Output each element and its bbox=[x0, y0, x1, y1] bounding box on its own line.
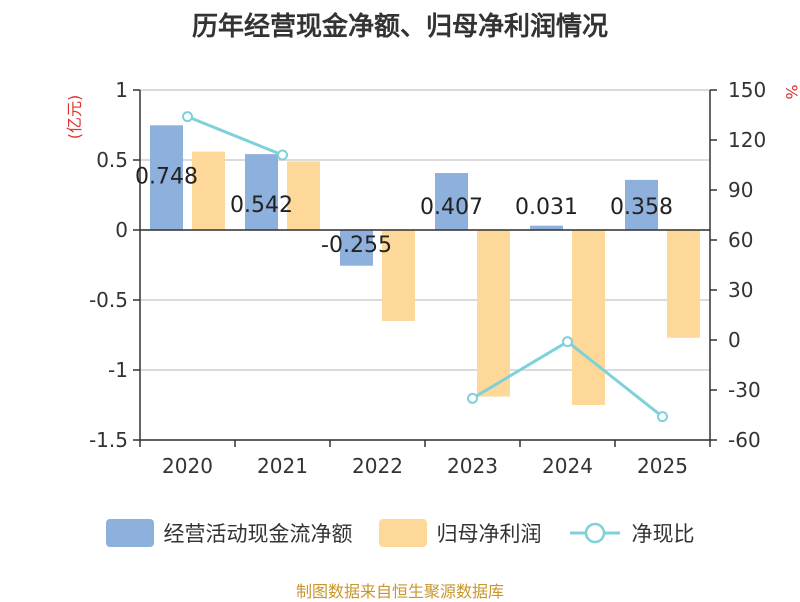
right-tick-label-3: 60 bbox=[728, 228, 753, 252]
x-label-2025: 2025 bbox=[637, 454, 688, 478]
left-tick-label-1: 0.5 bbox=[96, 148, 128, 172]
ratio-point-2024 bbox=[562, 336, 573, 348]
right-tick-label-5: 0 bbox=[728, 328, 741, 352]
x-label-2022: 2022 bbox=[352, 454, 403, 478]
chart-legend: 经营活动现金流净额 归母净利润 净现比 bbox=[0, 518, 800, 548]
bar-profit-2022 bbox=[382, 230, 415, 321]
bar-cashflow-2022 bbox=[340, 230, 373, 266]
x-label-2023: 2023 bbox=[447, 454, 498, 478]
legend-ratio-marker-icon bbox=[569, 522, 620, 544]
right-tick-label-2: 90 bbox=[728, 178, 753, 202]
data-label-cashflow-2020: 0.748 bbox=[135, 164, 198, 189]
bar-cashflow-2023 bbox=[435, 173, 468, 230]
data-source-note: 制图数据来自恒生聚源数据库 bbox=[295, 582, 504, 601]
ratio-point-2020 bbox=[182, 111, 193, 123]
chart-title: 历年经营现金净额、归母净利润情况 bbox=[191, 12, 608, 42]
legend-profit-label: 归母净利润 bbox=[436, 522, 542, 546]
left-axis-unit: (亿元) bbox=[65, 95, 84, 140]
data-label-cashflow-2024: 0.031 bbox=[515, 195, 578, 220]
bar-profit-2020 bbox=[192, 151, 225, 230]
right-tick-label-7: -60 bbox=[728, 428, 761, 452]
x-label-2021: 2021 bbox=[257, 454, 308, 478]
left-tick-label-4: -1 bbox=[108, 358, 128, 382]
bar-profit-2021 bbox=[287, 161, 320, 230]
data-label-cashflow-2025: 0.358 bbox=[610, 195, 673, 220]
legend-item-cashflow[interactable]: 经营活动现金流净额 bbox=[105, 518, 353, 548]
legend-item-profit[interactable]: 归母净利润 bbox=[378, 518, 542, 548]
left-tick-label-2: 0 bbox=[115, 218, 128, 242]
data-label-cashflow-2022: -0.255 bbox=[321, 233, 392, 258]
ratio-point-2025 bbox=[657, 411, 668, 423]
legend-ratio-label: 净现比 bbox=[631, 522, 695, 546]
right-tick-label-0: 150 bbox=[728, 78, 766, 102]
ratio-point-2023 bbox=[467, 392, 478, 404]
bar-cashflow-2021 bbox=[245, 154, 278, 230]
x-label-2020: 2020 bbox=[162, 454, 213, 478]
ratio-line-segment-0 bbox=[186, 115, 284, 157]
right-tick-label-6: -30 bbox=[728, 378, 761, 402]
data-label-cashflow-2021: 0.542 bbox=[230, 193, 293, 218]
ratio-point-2021 bbox=[277, 149, 288, 161]
legend-profit-swatch bbox=[378, 519, 427, 547]
bar-profit-2023 bbox=[477, 230, 510, 397]
bar-cashflow-2025 bbox=[625, 179, 658, 230]
x-label-2024: 2024 bbox=[542, 454, 593, 478]
left-tick-label-3: -0.5 bbox=[89, 288, 128, 312]
legend-cashflow-label: 经营活动现金流净额 bbox=[163, 522, 353, 546]
right-tick-label-1: 120 bbox=[728, 128, 766, 152]
right-tick-label-4: 30 bbox=[728, 278, 753, 302]
left-tick-label-0: 1 bbox=[115, 78, 128, 102]
legend-cashflow-swatch bbox=[105, 519, 154, 547]
right-axis-unit: % bbox=[782, 84, 800, 99]
legend-item-ratio[interactable]: 净现比 bbox=[568, 518, 695, 548]
bar-profit-2025 bbox=[667, 230, 700, 338]
bar-cashflow-2024 bbox=[530, 225, 563, 230]
data-label-cashflow-2023: 0.407 bbox=[420, 195, 483, 220]
bar-cashflow-2020 bbox=[150, 125, 183, 230]
left-tick-label-5: -1.5 bbox=[89, 428, 128, 452]
bar-profit-2024 bbox=[572, 230, 605, 405]
